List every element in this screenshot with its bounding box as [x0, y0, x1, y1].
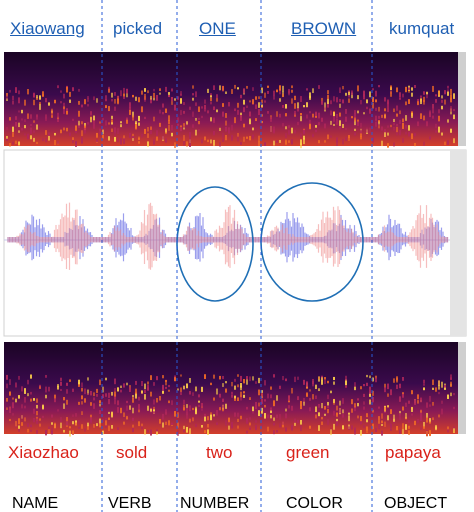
- category-label-number: NUMBER: [180, 495, 250, 512]
- top-word-number: ONE: [199, 19, 236, 38]
- bottom-word-verb: sold: [116, 443, 148, 462]
- top-word-color: BROWN: [291, 19, 357, 38]
- bottom-word-number: two: [206, 443, 233, 462]
- category-label-color: COLOR: [286, 495, 343, 512]
- waveform-panel: [3, 149, 467, 337]
- top-word-name: Xiaowang: [10, 19, 85, 38]
- bottom-spectrogram: [4, 342, 466, 437]
- waveform-sentence-b: [7, 202, 449, 270]
- top-spectrogram: [4, 52, 466, 149]
- bottom-word-object: papaya: [385, 443, 441, 462]
- column-dividers: [101, 0, 373, 512]
- category-label-verb: VERB: [108, 495, 152, 512]
- category-label-name: NAME: [12, 495, 59, 512]
- highlight-ellipse-number: [176, 186, 254, 302]
- bottom-word-name: Xiaozhao: [8, 443, 79, 462]
- top-word-object: kumquat: [389, 19, 455, 38]
- category-label-object: OBJECT: [384, 495, 448, 512]
- bottom-word-color: green: [286, 443, 330, 462]
- top-word-verb: picked: [113, 19, 163, 38]
